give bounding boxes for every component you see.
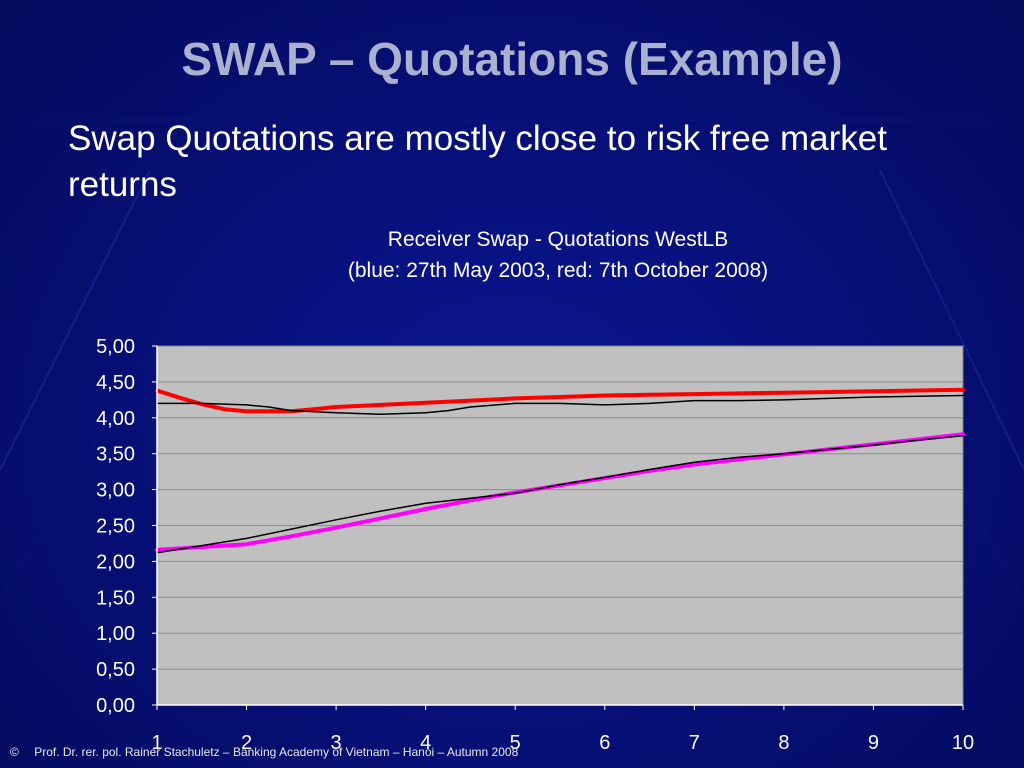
x-tick-label: 10 [952,732,974,754]
series-group [155,387,965,554]
gridlines [157,381,963,670]
chart-title-block: Receiver Swap - Quotations WestLB (blue:… [230,224,886,286]
footer: © Prof. Dr. rer. pol. Rainer Stachuletz … [10,745,518,759]
x-tick-label: 2 [241,732,252,754]
y-tick-label: 2,50 [96,516,135,538]
x-tick-label: 7 [689,732,700,754]
y-tick-label: 1,50 [96,587,135,609]
copyright-symbol: © [10,745,19,759]
x-tick-label: 5 [510,732,521,754]
series-line-4 [156,435,964,554]
chart-title: Receiver Swap - Quotations WestLB [387,228,729,251]
x-tick-label: 1 [151,732,162,754]
y-tick-label: 2,00 [96,551,135,573]
x-tick-label: 6 [599,732,610,754]
series-line-2 [156,394,964,415]
y-tick-label: 1,00 [96,623,135,645]
x-tick-label: 9 [868,732,879,754]
y-tick-label: 4,00 [96,408,135,430]
y-tick-label: 0,50 [96,659,135,681]
slide-subtitle: Swap Quotations are mostly close to risk… [68,119,887,204]
y-tick-label: 4,50 [96,372,135,394]
chart-subtitle: (blue: 27th May 2003, red: 7th October 2… [347,259,769,282]
y-tick-label: 3,50 [96,444,135,466]
slide-title: SWAP – Quotations (Example) [181,33,843,85]
x-tick-label: 8 [778,732,789,754]
x-axis-ticks: 1 2 3 4 5 6 7 8 9 10 [151,705,974,754]
y-tick-label: 5,00 [96,336,135,358]
y-axis-ticks: 0,00 0,50 1,00 1,50 2,00 2,50 3,00 3,50 4,00 4,50… [96,336,157,717]
footer-text: Prof. Dr. rer. pol. Rainer Stachuletz – … [34,745,519,759]
x-tick-label: 4 [420,732,431,754]
y-tick-label: 3,00 [96,480,135,502]
y-tick-label: 0,00 [96,695,135,717]
series-line-1 [155,387,965,414]
x-tick-label: 3 [331,732,342,754]
